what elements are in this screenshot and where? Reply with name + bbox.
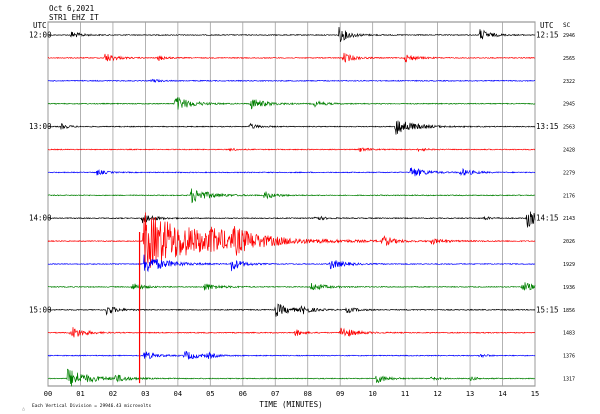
seismic-trace <box>47 368 536 387</box>
station-code: STR1 EHZ IT <box>49 13 99 22</box>
seismic-trace <box>47 167 536 177</box>
seismic-trace <box>47 52 536 63</box>
right-time-labels: 12:15 13:15 14:15 15:15 <box>536 31 559 315</box>
left-time-label: 13:00 <box>29 122 52 131</box>
trace-scale-label: 2279 <box>563 170 575 176</box>
right-time-label: 12:15 <box>536 31 559 40</box>
seismic-trace <box>47 188 536 204</box>
x-tick-label: 11 <box>401 390 409 398</box>
trace-scale-label: 1376 <box>563 354 575 360</box>
x-tick-label: 14 <box>498 390 506 398</box>
seismic-trace <box>47 282 536 291</box>
x-axis-ticks: 00 01 02 03 04 05 06 07 08 09 10 11 12 13 14 15 <box>44 390 539 398</box>
x-tick-label: 04 <box>174 390 182 398</box>
x-tick-label: 12 <box>433 390 441 398</box>
plot-frame <box>47 21 536 387</box>
seismic-trace <box>47 327 535 338</box>
seismic-trace <box>47 120 535 135</box>
seismic-trace <box>47 303 536 317</box>
seismic-trace <box>47 350 536 360</box>
trace-scale-label: 2143 <box>563 216 575 222</box>
right-time-label: 15:15 <box>536 305 559 314</box>
corner-mark: △ <box>22 406 25 412</box>
x-tick-label: 05 <box>206 390 214 398</box>
trace-scale-label: 1929 <box>563 262 575 268</box>
seismic-trace <box>48 211 536 228</box>
scale-footnote: Each Vertical Division = 29946.43 microv… <box>32 403 151 409</box>
x-tick-label: 10 <box>368 390 376 398</box>
x-axis-title: TIME (MINUTES) <box>259 400 322 409</box>
x-tick-label: 01 <box>76 390 84 398</box>
x-tick-label: 03 <box>141 390 149 398</box>
x-tick-label: 08 <box>304 390 312 398</box>
trace-lines <box>47 26 536 387</box>
x-tick-label: 00 <box>44 390 52 398</box>
seismic-trace <box>47 26 536 43</box>
seismic-trace <box>47 147 536 153</box>
trace-scale-label: 2563 <box>563 125 575 131</box>
seismic-trace <box>47 97 536 110</box>
seismic-trace <box>47 212 536 268</box>
left-time-labels: 12:00 13:00 14:00 15:00 <box>29 31 52 315</box>
right-time-label: 14:15 <box>536 214 559 223</box>
x-tick-label: 09 <box>336 390 344 398</box>
trace-scale-labels: 2946 2565 2322 2945 2563 2428 2279 2176 2143 2026… <box>563 33 575 383</box>
gridlines <box>47 22 536 386</box>
scale-column-header: SC <box>563 22 571 29</box>
trace-scale-label: 2428 <box>563 148 575 154</box>
right-time-label: 13:15 <box>536 122 559 131</box>
trace-scale-label: 2322 <box>563 79 575 85</box>
left-time-label: 12:00 <box>29 31 52 40</box>
left-time-label: 15:00 <box>29 305 52 314</box>
trace-scale-label: 2026 <box>563 239 575 245</box>
trace-scale-label: 2176 <box>563 193 575 199</box>
left-utc-label: UTC <box>33 21 47 30</box>
right-utc-label: UTC <box>540 21 554 30</box>
trace-scale-label: 1856 <box>563 308 575 314</box>
trace-scale-label: 2565 <box>563 56 575 62</box>
plot-date: Oct 6,2021 <box>49 4 95 13</box>
trace-scale-label: 2945 <box>563 102 575 108</box>
x-tick-label: 15 <box>531 390 539 398</box>
left-time-label: 14:00 <box>29 214 52 223</box>
trace-scale-label: 1936 <box>563 285 575 291</box>
x-tick-label: 02 <box>109 390 117 398</box>
trace-scale-label: 2946 <box>563 33 575 39</box>
x-tick-label: 07 <box>271 390 279 398</box>
trace-scale-label: 1483 <box>563 331 575 337</box>
seismic-trace <box>47 78 536 83</box>
seismic-trace <box>47 254 536 273</box>
x-tick-label: 06 <box>239 390 247 398</box>
trace-scale-label: 1317 <box>563 377 575 383</box>
x-tick-label: 13 <box>466 390 474 398</box>
